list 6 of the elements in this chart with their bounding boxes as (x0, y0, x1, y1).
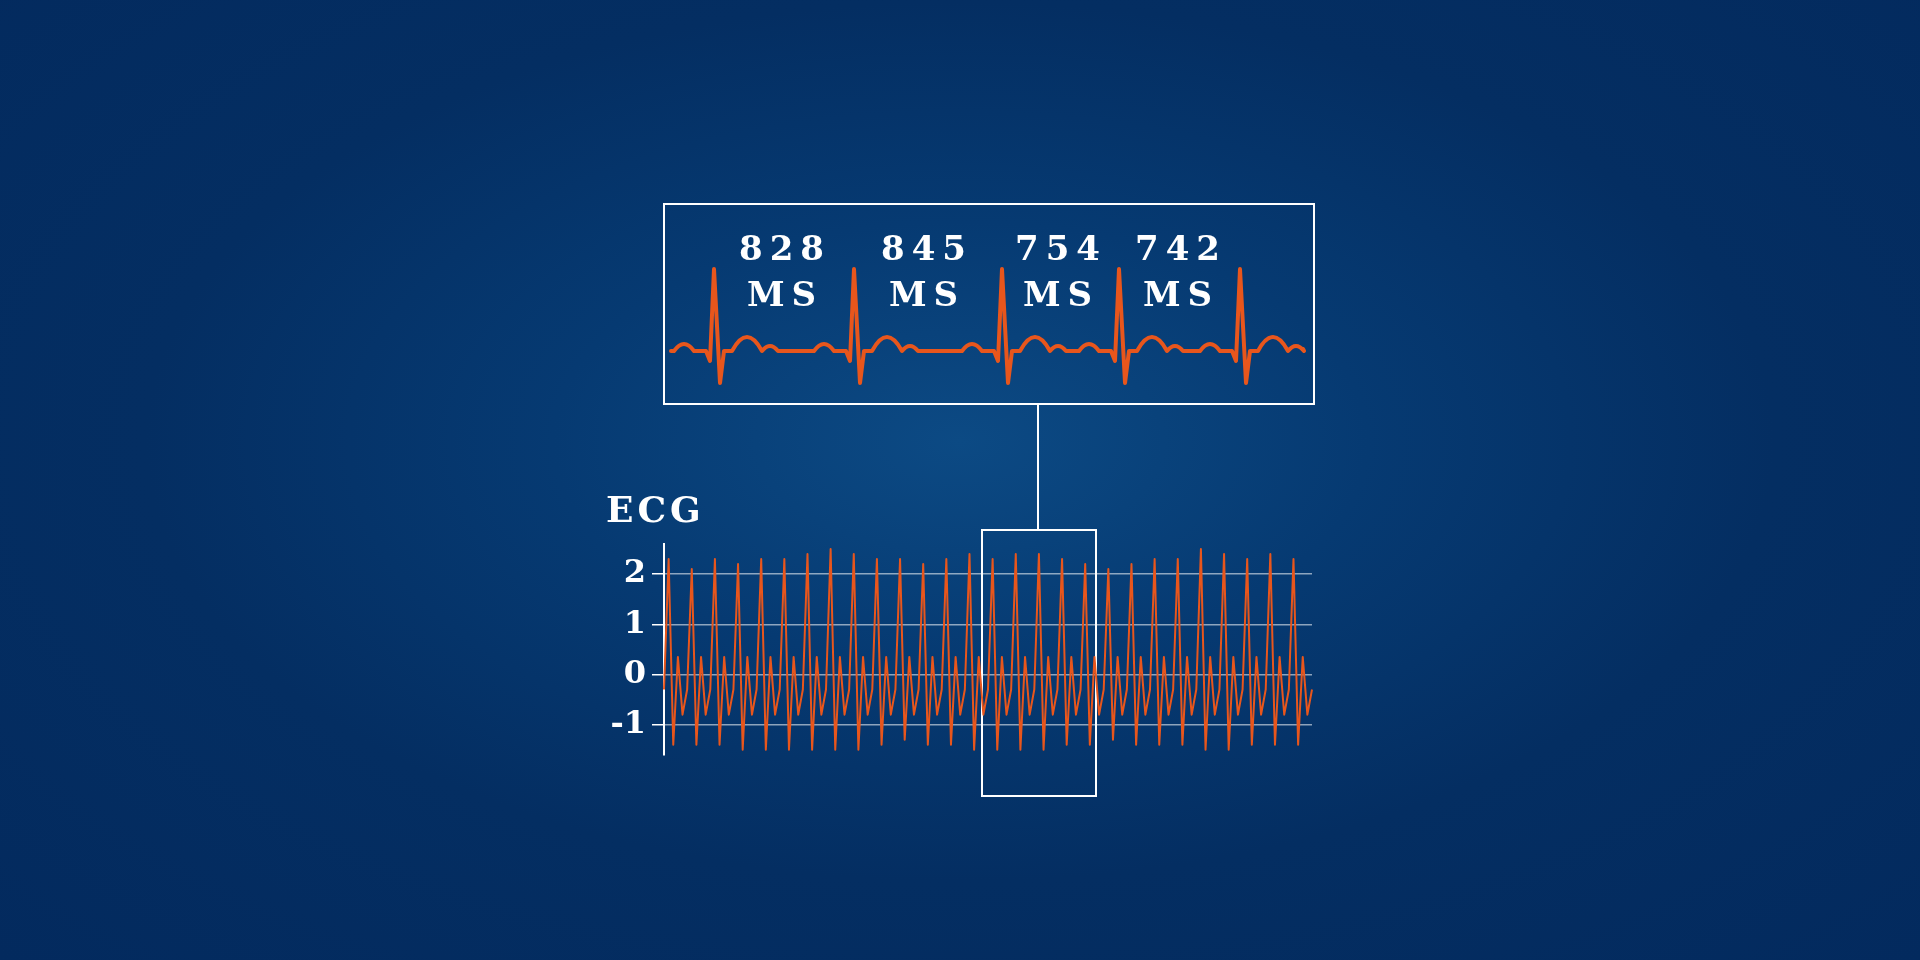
y-axis-title: ECG (606, 488, 705, 530)
y-tick-label: 2 (623, 552, 646, 591)
y-tick-label: 0 (623, 652, 646, 691)
y-tick-label: 1 (623, 602, 646, 641)
y-tick-label: -1 (610, 703, 646, 741)
inset-panel: 828 MS 845 MS 754 MS 742 MS (663, 203, 1315, 405)
